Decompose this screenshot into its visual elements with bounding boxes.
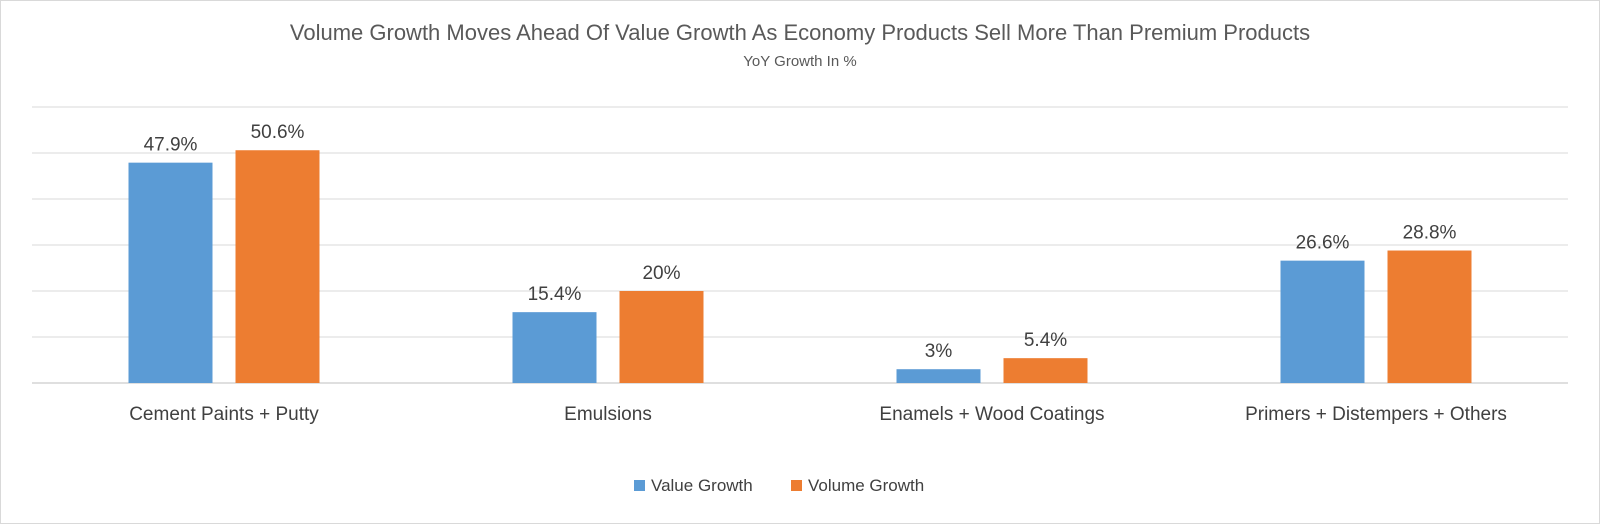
bar-volume-growth [1387, 250, 1472, 383]
data-label: 50.6% [251, 122, 305, 143]
bar-volume-growth [235, 150, 320, 383]
bar-value-growth [512, 312, 597, 383]
legend-label: Volume Growth [808, 476, 924, 495]
legend-swatch [791, 480, 802, 491]
bar-volume-growth [619, 291, 704, 383]
chart-title: Volume Growth Moves Ahead Of Value Growt… [290, 20, 1310, 45]
bar-volume-growth [1003, 358, 1088, 383]
category-label: Enamels + Wood Coatings [879, 404, 1104, 425]
data-label: 28.8% [1403, 223, 1457, 244]
data-label: 47.9% [144, 135, 198, 156]
bar-value-growth [128, 162, 213, 383]
data-label: 15.4% [528, 284, 582, 305]
bar-value-growth [1280, 260, 1365, 383]
legend: Value Growth Volume Growth [634, 476, 924, 495]
legend-label: Value Growth [651, 476, 753, 495]
chart-subtitle: YoY Growth In % [743, 53, 856, 70]
category-labels: Cement Paints + Putty Emulsions Enamels + … [129, 404, 1507, 425]
bars [128, 150, 1472, 383]
data-labels: 47.9% 50.6% 15.4% 20% 3% 5.4% 26.6% 28.8% [144, 122, 1457, 362]
bar-value-growth [896, 369, 981, 383]
data-label: 20% [642, 263, 680, 284]
category-label: Emulsions [564, 404, 652, 425]
data-label: 26.6% [1296, 233, 1350, 254]
data-label: 3% [925, 341, 953, 362]
category-label: Cement Paints + Putty [129, 404, 319, 425]
legend-swatch [634, 480, 645, 491]
data-label: 5.4% [1024, 330, 1067, 351]
category-label: Primers + Distempers + Others [1245, 404, 1507, 425]
